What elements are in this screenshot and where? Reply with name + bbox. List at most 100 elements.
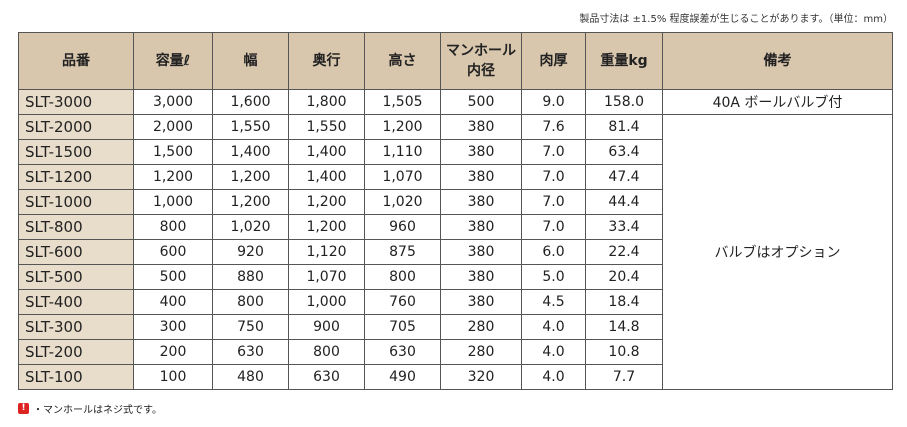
cell: 4.0: [521, 364, 586, 390]
header-cell: 重量kg: [585, 32, 663, 90]
cell: 1,070: [288, 264, 365, 290]
cell: 800: [288, 339, 365, 365]
product-code: SLT-2000: [18, 114, 134, 140]
cell: 1,600: [212, 89, 289, 115]
cell: 1,200: [212, 189, 289, 215]
cell: 1,400: [288, 164, 365, 190]
cell: 400: [133, 289, 213, 315]
remark: バルブはオプション: [662, 114, 893, 390]
cell: 380: [440, 189, 522, 215]
cell: 600: [133, 239, 213, 265]
cell: 480: [212, 364, 289, 390]
table-row: SLT-300 300 750 900 705 280 4.0 14.8: [18, 314, 893, 340]
cell: 1,120: [288, 239, 365, 265]
cell: 3,000: [133, 89, 213, 115]
product-code: SLT-800: [18, 214, 134, 240]
cell: 6.0: [521, 239, 586, 265]
product-code: SLT-1200: [18, 164, 134, 190]
cell: 10.8: [585, 339, 663, 365]
header-cell: 品番: [18, 32, 134, 90]
cell: 7.0: [521, 214, 586, 240]
cell: 880: [212, 264, 289, 290]
table-row: SLT-1200 1,200 1,200 1,400 1,070 380 7.0 47.4: [18, 164, 893, 190]
cell: 750: [212, 314, 289, 340]
remark: 40A ボールバルブ付: [662, 89, 893, 115]
cell: 500: [440, 89, 522, 115]
product-code: SLT-1500: [18, 139, 134, 165]
cell: 7.0: [521, 189, 586, 215]
header-cell: 幅: [212, 32, 289, 90]
product-code: SLT-500: [18, 264, 134, 290]
header-cell: 備考: [662, 32, 893, 90]
cell: 47.4: [585, 164, 663, 190]
header-line: 内径: [467, 63, 495, 79]
cell: 280: [440, 314, 522, 340]
header-cell: 高さ: [364, 32, 441, 90]
warning-icon: !: [18, 403, 29, 414]
spec-table: 品番 容量ℓ 幅奥行 高さ マンホール 内径 肉厚 重量kg 備考 SLT-3000 3,000 1…: [18, 32, 893, 390]
cell: 4.5: [521, 289, 586, 315]
cell: 380: [440, 164, 522, 190]
table-row: SLT-2000 2,000 1,550 1,550 1,200 380 7.6 81.4 バル…: [18, 114, 893, 390]
cell: 63.4: [585, 139, 663, 165]
cell: 1,400: [212, 139, 289, 165]
cell: 9.0: [521, 89, 586, 115]
cell: 875: [364, 239, 441, 265]
header-cell: 容量ℓ: [133, 32, 213, 90]
cell: 7.0: [521, 139, 586, 165]
cell: 380: [440, 289, 522, 315]
cell: 44.4: [585, 189, 663, 215]
cell: 1,800: [288, 89, 365, 115]
cell: 4.0: [521, 339, 586, 365]
cell: 630: [288, 364, 365, 390]
cell: 320: [440, 364, 522, 390]
header-row: 品番 容量ℓ 幅奥行 高さ マンホール 内径 肉厚 重量kg 備考: [18, 32, 893, 90]
cell: 300: [133, 314, 213, 340]
cell: 1,200: [133, 164, 213, 190]
cell: 158.0: [585, 89, 663, 115]
cell: 33.4: [585, 214, 663, 240]
cell: 1,200: [288, 189, 365, 215]
cell: 1,550: [288, 114, 365, 140]
cell: 1,200: [212, 164, 289, 190]
cell: 200: [133, 339, 213, 365]
cell: 380: [440, 214, 522, 240]
table-row: SLT-200 200 630 800 630 280 4.0 10.8: [18, 339, 893, 365]
product-code: SLT-1000: [18, 189, 134, 215]
table-row: SLT-600 600 920 1,120 875 380 6.0 22.4: [18, 239, 893, 265]
cell: 800: [212, 289, 289, 315]
cell: 280: [440, 339, 522, 365]
cell: 1,400: [288, 139, 365, 165]
cell: 960: [364, 214, 441, 240]
cell: 380: [440, 114, 522, 140]
table-row: SLT-400 400 800 1,000 760 380 4.5 18.4: [18, 289, 893, 315]
cell: 380: [440, 239, 522, 265]
cell: 630: [364, 339, 441, 365]
cell: 100: [133, 364, 213, 390]
cell: 705: [364, 314, 441, 340]
cell: 1,020: [212, 214, 289, 240]
table-row: SLT-1500 1,500 1,400 1,400 1,110 380 7.0 63.4: [18, 139, 893, 165]
table-row: SLT-1000 1,000 1,200 1,200 1,020 380 7.0 44.4: [18, 189, 893, 215]
header-cell: マンホール 内径: [440, 32, 522, 90]
cell: 380: [440, 139, 522, 165]
cell: 900: [288, 314, 365, 340]
product-code: SLT-600: [18, 239, 134, 265]
cell: 920: [212, 239, 289, 265]
product-code: SLT-300: [18, 314, 134, 340]
cell: 800: [133, 214, 213, 240]
cell: 4.0: [521, 314, 586, 340]
cell: 1,110: [364, 139, 441, 165]
table-row: SLT-3000 3,000 1,600 1,800 1,505 500 9.0 158.0 4…: [18, 89, 893, 115]
cell: 1,000: [133, 189, 213, 215]
cell: 1,550: [212, 114, 289, 140]
cell: 490: [364, 364, 441, 390]
product-code: SLT-3000: [18, 89, 134, 115]
product-code: SLT-100: [18, 364, 134, 390]
table-body: SLT-3000 3,000 1,600 1,800 1,505 500 9.0 158.0 4…: [18, 89, 893, 390]
header-cell: 奥行: [288, 32, 365, 90]
cell: 14.8: [585, 314, 663, 340]
table-row: SLT-500 500 880 1,070 800 380 5.0 20.4: [18, 264, 893, 290]
cell: 1,505: [364, 89, 441, 115]
